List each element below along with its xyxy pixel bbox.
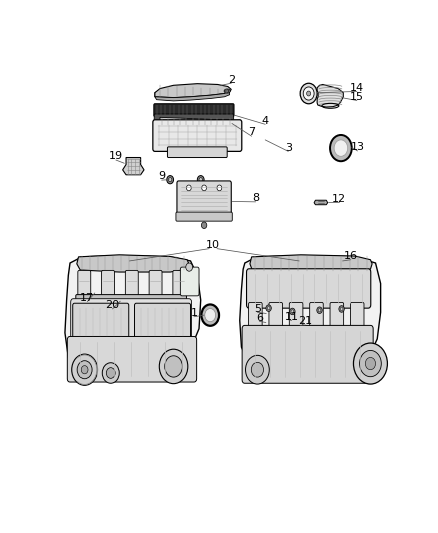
FancyBboxPatch shape (176, 212, 232, 221)
Polygon shape (77, 255, 189, 272)
Text: 7: 7 (248, 127, 255, 138)
FancyBboxPatch shape (290, 302, 303, 333)
Text: 13: 13 (350, 142, 364, 152)
Circle shape (72, 354, 98, 385)
Text: 2: 2 (228, 75, 235, 85)
FancyBboxPatch shape (67, 336, 197, 382)
Circle shape (165, 356, 182, 377)
FancyBboxPatch shape (154, 104, 234, 117)
Circle shape (246, 356, 269, 384)
Circle shape (360, 350, 381, 377)
Circle shape (217, 185, 222, 191)
Polygon shape (65, 256, 201, 380)
FancyBboxPatch shape (134, 303, 191, 341)
Circle shape (317, 307, 322, 313)
FancyBboxPatch shape (350, 302, 364, 333)
Text: 10: 10 (206, 240, 220, 251)
Circle shape (353, 343, 388, 384)
FancyBboxPatch shape (242, 325, 373, 383)
FancyBboxPatch shape (177, 181, 231, 216)
Text: 1: 1 (191, 308, 198, 318)
Text: 12: 12 (332, 193, 346, 204)
Circle shape (290, 308, 295, 314)
Circle shape (106, 368, 115, 378)
Circle shape (167, 175, 173, 184)
Circle shape (303, 87, 314, 100)
Text: 14: 14 (350, 83, 364, 93)
Polygon shape (160, 117, 231, 126)
Circle shape (102, 363, 119, 383)
Circle shape (251, 362, 264, 377)
Circle shape (187, 185, 191, 191)
FancyBboxPatch shape (247, 269, 371, 308)
Polygon shape (123, 158, 144, 175)
Polygon shape (317, 84, 343, 107)
Circle shape (300, 83, 317, 104)
Polygon shape (240, 256, 381, 382)
FancyBboxPatch shape (330, 302, 344, 333)
Ellipse shape (224, 89, 230, 93)
FancyBboxPatch shape (76, 295, 187, 303)
Circle shape (169, 177, 172, 182)
FancyBboxPatch shape (249, 302, 262, 333)
Circle shape (330, 135, 352, 161)
Polygon shape (155, 92, 230, 101)
Text: 6: 6 (256, 312, 263, 322)
Circle shape (267, 306, 270, 310)
FancyBboxPatch shape (310, 302, 323, 333)
FancyBboxPatch shape (78, 270, 91, 300)
FancyBboxPatch shape (71, 298, 191, 344)
Text: 17: 17 (80, 293, 95, 303)
Polygon shape (314, 200, 328, 205)
Circle shape (197, 175, 204, 184)
Text: 20: 20 (106, 300, 120, 310)
Circle shape (77, 361, 92, 379)
Text: 3: 3 (285, 143, 292, 152)
Text: 15: 15 (350, 92, 364, 102)
Circle shape (339, 306, 344, 312)
Circle shape (365, 358, 375, 370)
Circle shape (186, 263, 193, 271)
FancyBboxPatch shape (102, 270, 114, 300)
Circle shape (81, 366, 88, 374)
Circle shape (159, 349, 188, 384)
FancyBboxPatch shape (167, 147, 227, 158)
Text: 16: 16 (344, 251, 358, 261)
Polygon shape (250, 255, 372, 273)
Circle shape (201, 222, 207, 229)
Text: 4: 4 (261, 116, 269, 126)
Circle shape (340, 308, 343, 311)
Circle shape (205, 309, 215, 322)
Text: 8: 8 (252, 193, 259, 203)
Text: 19: 19 (109, 151, 123, 161)
Circle shape (307, 91, 311, 96)
Circle shape (334, 140, 348, 156)
Polygon shape (155, 84, 231, 98)
Polygon shape (155, 90, 162, 97)
FancyBboxPatch shape (180, 267, 199, 296)
FancyBboxPatch shape (73, 303, 129, 341)
FancyBboxPatch shape (154, 114, 233, 121)
FancyBboxPatch shape (125, 270, 138, 300)
Text: 21: 21 (298, 316, 312, 326)
FancyBboxPatch shape (153, 120, 242, 151)
Circle shape (199, 177, 202, 182)
FancyBboxPatch shape (173, 270, 186, 300)
FancyBboxPatch shape (149, 270, 162, 300)
Text: 11: 11 (285, 312, 299, 322)
Text: 9: 9 (158, 172, 165, 181)
Circle shape (318, 309, 321, 312)
Circle shape (291, 310, 294, 313)
FancyBboxPatch shape (269, 302, 283, 333)
Text: 5: 5 (254, 304, 261, 313)
Circle shape (201, 304, 219, 326)
Ellipse shape (226, 90, 229, 92)
Circle shape (266, 305, 271, 311)
Circle shape (202, 185, 206, 191)
